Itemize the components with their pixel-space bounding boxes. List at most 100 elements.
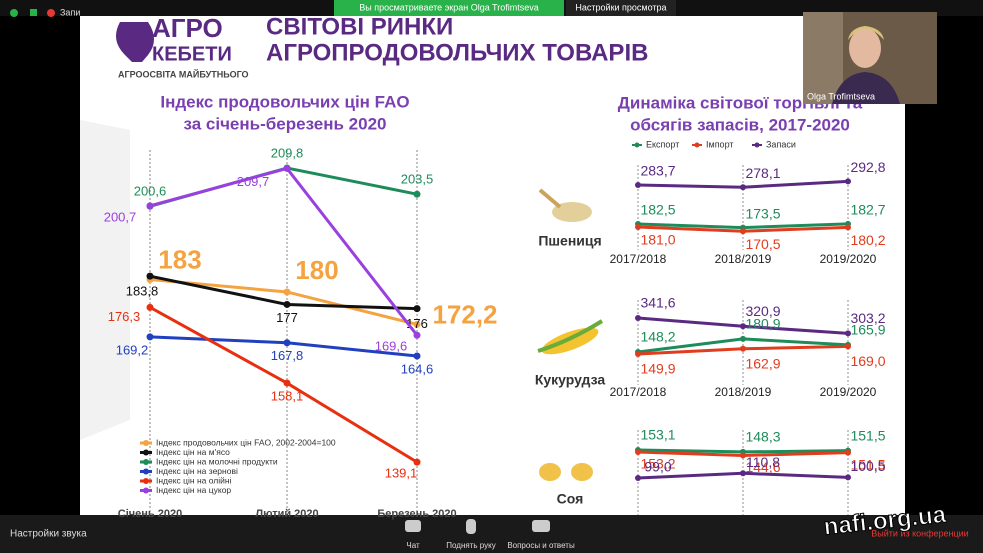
legend-label: Індекс цін на м'ясо: [156, 447, 230, 457]
data-point: [146, 272, 154, 280]
x-tick-label: 2017/2018: [610, 385, 667, 399]
value-label: 176,3: [108, 309, 141, 324]
value-label: 148,2: [640, 329, 675, 345]
value-label: 144,6: [745, 459, 780, 475]
legend-label: Запаси: [766, 139, 796, 149]
value-label: 165,9: [850, 322, 885, 338]
x-tick-label: 2019/2020: [820, 252, 877, 266]
qa-label[interactable]: Вопросы и ответы: [507, 541, 575, 550]
x-tick-label: 2018/2019: [715, 252, 772, 266]
view-settings-button[interactable]: [566, 0, 676, 16]
value-label: 200,7: [104, 209, 137, 224]
logo-line1: АГРО: [152, 13, 223, 43]
value-label: 341,6: [640, 295, 675, 311]
data-point: [283, 288, 291, 296]
webcam-name: Olga Trofimtseva: [807, 91, 875, 101]
chat-label[interactable]: Чат: [406, 541, 420, 550]
data-point: [635, 351, 641, 357]
data-point: [413, 352, 421, 360]
data-point: [413, 320, 421, 328]
value-label: 169,6: [375, 339, 408, 354]
data-point: [740, 470, 746, 477]
data-point: [635, 475, 641, 481]
value-label: 169,2: [116, 342, 149, 357]
logo-tagline: АГРООСВІТА МАЙБУТНЬОГО: [118, 68, 249, 79]
data-point: [635, 315, 641, 321]
product-icon: [537, 319, 604, 353]
legend-marker: [143, 459, 149, 465]
data-point: [635, 449, 641, 455]
webcam-body: [832, 72, 900, 104]
record-icon: [47, 9, 55, 17]
data-point: [740, 323, 746, 330]
value-label: 180,2: [850, 232, 885, 248]
legend-marker: [634, 142, 640, 148]
raise-hand-label[interactable]: Поднять руку: [446, 541, 495, 550]
webcam-hair: [848, 26, 884, 40]
value-label: 180,9: [745, 316, 780, 332]
value-label: 182,7: [850, 202, 885, 218]
status-icon: [10, 9, 18, 17]
raise-hand-icon[interactable]: [466, 519, 476, 534]
value-label: 200,6: [134, 184, 167, 199]
legend-marker: [143, 468, 149, 475]
data-point: [740, 345, 746, 352]
data-point: [845, 343, 851, 350]
legend-label: Індекс цін на олійні: [156, 475, 232, 485]
left-chart-title: за січень-березень 2020: [183, 114, 386, 133]
value-label: 278,1: [745, 165, 780, 181]
value-label: 170,5: [745, 236, 780, 252]
legend-marker: [143, 440, 149, 446]
value-label: 167,8: [271, 348, 304, 363]
value-label: 99,0: [644, 459, 671, 475]
product-name: Пшениця: [538, 233, 601, 249]
value-label: 164,6: [401, 361, 434, 376]
value-label: 172,2: [432, 299, 497, 329]
slide-title: СВІТОВІ РИНКИ: [266, 13, 453, 40]
x-tick-label: 2019/2020: [820, 385, 877, 399]
share-banner: [334, 0, 564, 16]
value-label: 203,5: [401, 172, 434, 187]
data-point: [413, 331, 421, 339]
value-label: 181,0: [640, 232, 675, 248]
value-label: 153,2: [640, 456, 675, 472]
value-label: 153,1: [640, 427, 675, 443]
data-point: [283, 300, 291, 308]
product-name: Соя: [557, 491, 584, 507]
data-point: [413, 458, 421, 466]
value-label: 209,8: [271, 145, 304, 160]
legend-marker: [143, 487, 149, 494]
qa-icon[interactable]: [532, 520, 550, 532]
left-chart-title: Індекс продовольчих цін FAO: [160, 92, 409, 111]
view-settings-label[interactable]: Настройки просмотра: [575, 2, 666, 12]
data-point: [146, 202, 154, 210]
value-label: 151,5: [850, 427, 885, 443]
logo-line2: КЕБЕТИ: [152, 43, 232, 65]
product-icon: [552, 202, 592, 222]
value-label: 158,1: [271, 389, 304, 404]
data-point: [845, 449, 851, 456]
right-chart-title: Динаміка світової торгівлі та: [618, 93, 863, 112]
legend-marker: [754, 142, 760, 148]
value-label: 148,3: [745, 429, 780, 445]
data-point: [146, 333, 154, 341]
slide-decoration: [80, 120, 130, 440]
share-banner-text: Вы просматриваете экран Olga Trofimtseva: [359, 2, 538, 12]
value-label: 182,5: [640, 202, 675, 218]
data-point: [845, 224, 851, 231]
data-point: [413, 305, 421, 313]
bottom-bar: [0, 515, 983, 553]
value-label: 183: [158, 244, 201, 274]
data-point: [635, 182, 641, 188]
chat-icon[interactable]: [405, 520, 421, 532]
value-label: 320,9: [745, 303, 780, 319]
legend-marker: [143, 449, 149, 456]
value-label: 162,9: [745, 356, 780, 372]
audio-settings[interactable]: Настройки звука: [10, 529, 87, 540]
x-tick-label: Січень 2020: [118, 508, 182, 520]
data-point: [845, 178, 851, 185]
value-label: 139,1: [385, 466, 418, 481]
leave-button[interactable]: Выйти из конференции: [871, 528, 968, 538]
value-label: 173,5: [745, 205, 780, 221]
